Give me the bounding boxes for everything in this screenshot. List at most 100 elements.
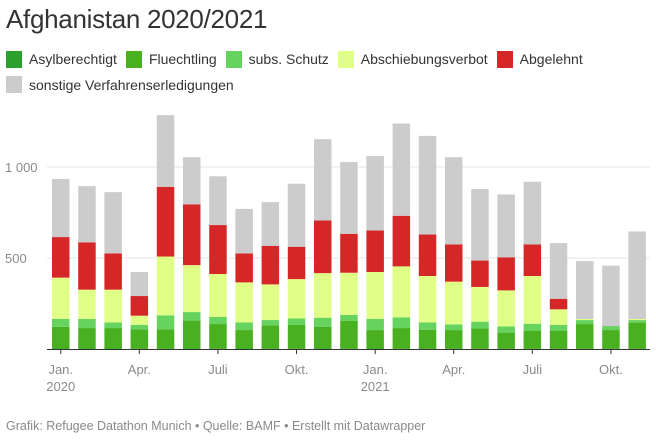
x-tick-label: Apr. <box>128 362 151 377</box>
bar-segment <box>628 320 646 323</box>
bar-segment <box>392 328 411 349</box>
bar-segment <box>471 321 489 329</box>
bar-segment <box>235 348 253 349</box>
bar-segment <box>78 328 96 349</box>
bar-segment <box>340 233 358 273</box>
bar-segment <box>130 272 149 297</box>
bar-segment <box>523 323 542 331</box>
legend-item: Fluechtling <box>125 48 217 70</box>
bar-segment <box>183 157 201 205</box>
x-tick-label: Jan. <box>48 362 73 377</box>
bar-segment <box>287 324 306 349</box>
bar-segment <box>52 326 70 349</box>
bar-segment <box>235 253 253 283</box>
y-tick-label: 500 <box>5 251 27 266</box>
legend-swatch <box>496 50 513 68</box>
bar-segment <box>445 324 463 331</box>
bar-segment <box>78 186 96 243</box>
bar-segment <box>445 281 463 325</box>
bar-segment <box>209 274 227 317</box>
legend-label: Abgelehnt <box>519 51 583 67</box>
bar-segment <box>471 189 489 261</box>
bar-segment <box>445 330 463 349</box>
x-tick-label: Juli <box>523 362 543 377</box>
bar-segment <box>183 320 201 349</box>
bar-segment <box>130 324 149 330</box>
legend-label: Asylberechtigt <box>29 51 117 67</box>
bar-segment <box>130 329 149 349</box>
x-tick-label: Jan. <box>363 362 388 377</box>
bar-segment <box>497 257 515 291</box>
bar-segment <box>261 245 280 285</box>
bar-segment <box>314 273 332 318</box>
bar-segment <box>602 326 620 331</box>
legend-item: Asylberechtigt <box>6 48 117 70</box>
bar-segment <box>235 330 253 349</box>
bar-segment <box>261 325 280 349</box>
bar-segment <box>418 276 437 323</box>
bar-segment <box>209 225 227 275</box>
bar-segment <box>78 318 96 329</box>
bar-segment <box>156 315 175 330</box>
bar-segment <box>104 322 122 329</box>
legend-item: Abgelehnt <box>496 48 583 70</box>
legend-label: Abschiebungsverbot <box>360 51 488 67</box>
bar-segment <box>156 186 175 257</box>
y-tick-label: 1 000 <box>5 160 38 175</box>
bar-segment <box>209 316 227 325</box>
chart-footer-credits: Grafik: Refugee Datathon Munich • Quelle… <box>6 419 426 433</box>
legend-item: sonstige Verfahrenserledigungen <box>6 74 234 96</box>
bar-segment <box>52 277 70 319</box>
bar-segment <box>104 348 122 349</box>
bar-segment <box>130 296 149 316</box>
bar-segment <box>418 135 437 235</box>
bar-segment <box>366 330 384 349</box>
bar-segment <box>104 192 122 254</box>
bar-segment <box>523 244 542 277</box>
bar-segment <box>130 315 149 325</box>
bar-segment <box>52 237 70 278</box>
bar-segment <box>628 318 646 321</box>
bar-segment <box>549 330 568 349</box>
bar-segment <box>314 220 332 274</box>
bar-segment <box>392 317 411 329</box>
stacked-bar-chart: 500 1 000 Jan. 2020 Apr. Juli Okt. Jan. 2021 Apr.… <box>5 115 650 394</box>
bar-segment <box>392 215 411 267</box>
chart-legend: Asylberechtigt Fluechtling subs. Schutz Abs… <box>6 48 646 99</box>
bar-segment <box>78 242 96 290</box>
bar-segment <box>523 276 542 324</box>
bar-segment <box>340 272 358 315</box>
x-tick-year-label: 2020 <box>46 379 75 394</box>
bar-segment <box>445 244 463 282</box>
bar-segment <box>366 348 384 349</box>
bar-segment <box>602 330 620 349</box>
x-tick-label: Okt. <box>599 362 623 377</box>
bar-segment <box>445 157 463 245</box>
bar-segment <box>418 322 437 330</box>
bar-segment <box>78 289 96 319</box>
bar-segment <box>523 181 542 245</box>
bar-segment <box>209 324 227 349</box>
bar-segment <box>576 318 594 321</box>
bar-segment <box>471 328 489 349</box>
bar-segment <box>235 322 253 331</box>
bar-segment <box>418 234 437 277</box>
bar-segment <box>104 253 122 290</box>
bar-segment <box>209 176 227 226</box>
bar-segment <box>314 139 332 221</box>
chart-title: Afghanistan 2020/2021 <box>6 4 268 34</box>
bar-segment <box>497 332 515 349</box>
bar-segment <box>340 314 358 321</box>
bar-segment <box>340 162 358 234</box>
legend-item: subs. Schutz <box>225 48 329 70</box>
bar-segment <box>78 348 96 349</box>
bar-segment <box>287 246 306 280</box>
legend-swatch <box>6 50 22 68</box>
x-tick-label: Juli <box>208 362 228 377</box>
bar-segment <box>497 290 515 327</box>
bar-segment <box>156 115 175 187</box>
bar-segment <box>52 318 70 327</box>
bar-segment <box>549 309 568 325</box>
bar-segment <box>602 265 620 327</box>
bar-segment <box>340 320 358 349</box>
